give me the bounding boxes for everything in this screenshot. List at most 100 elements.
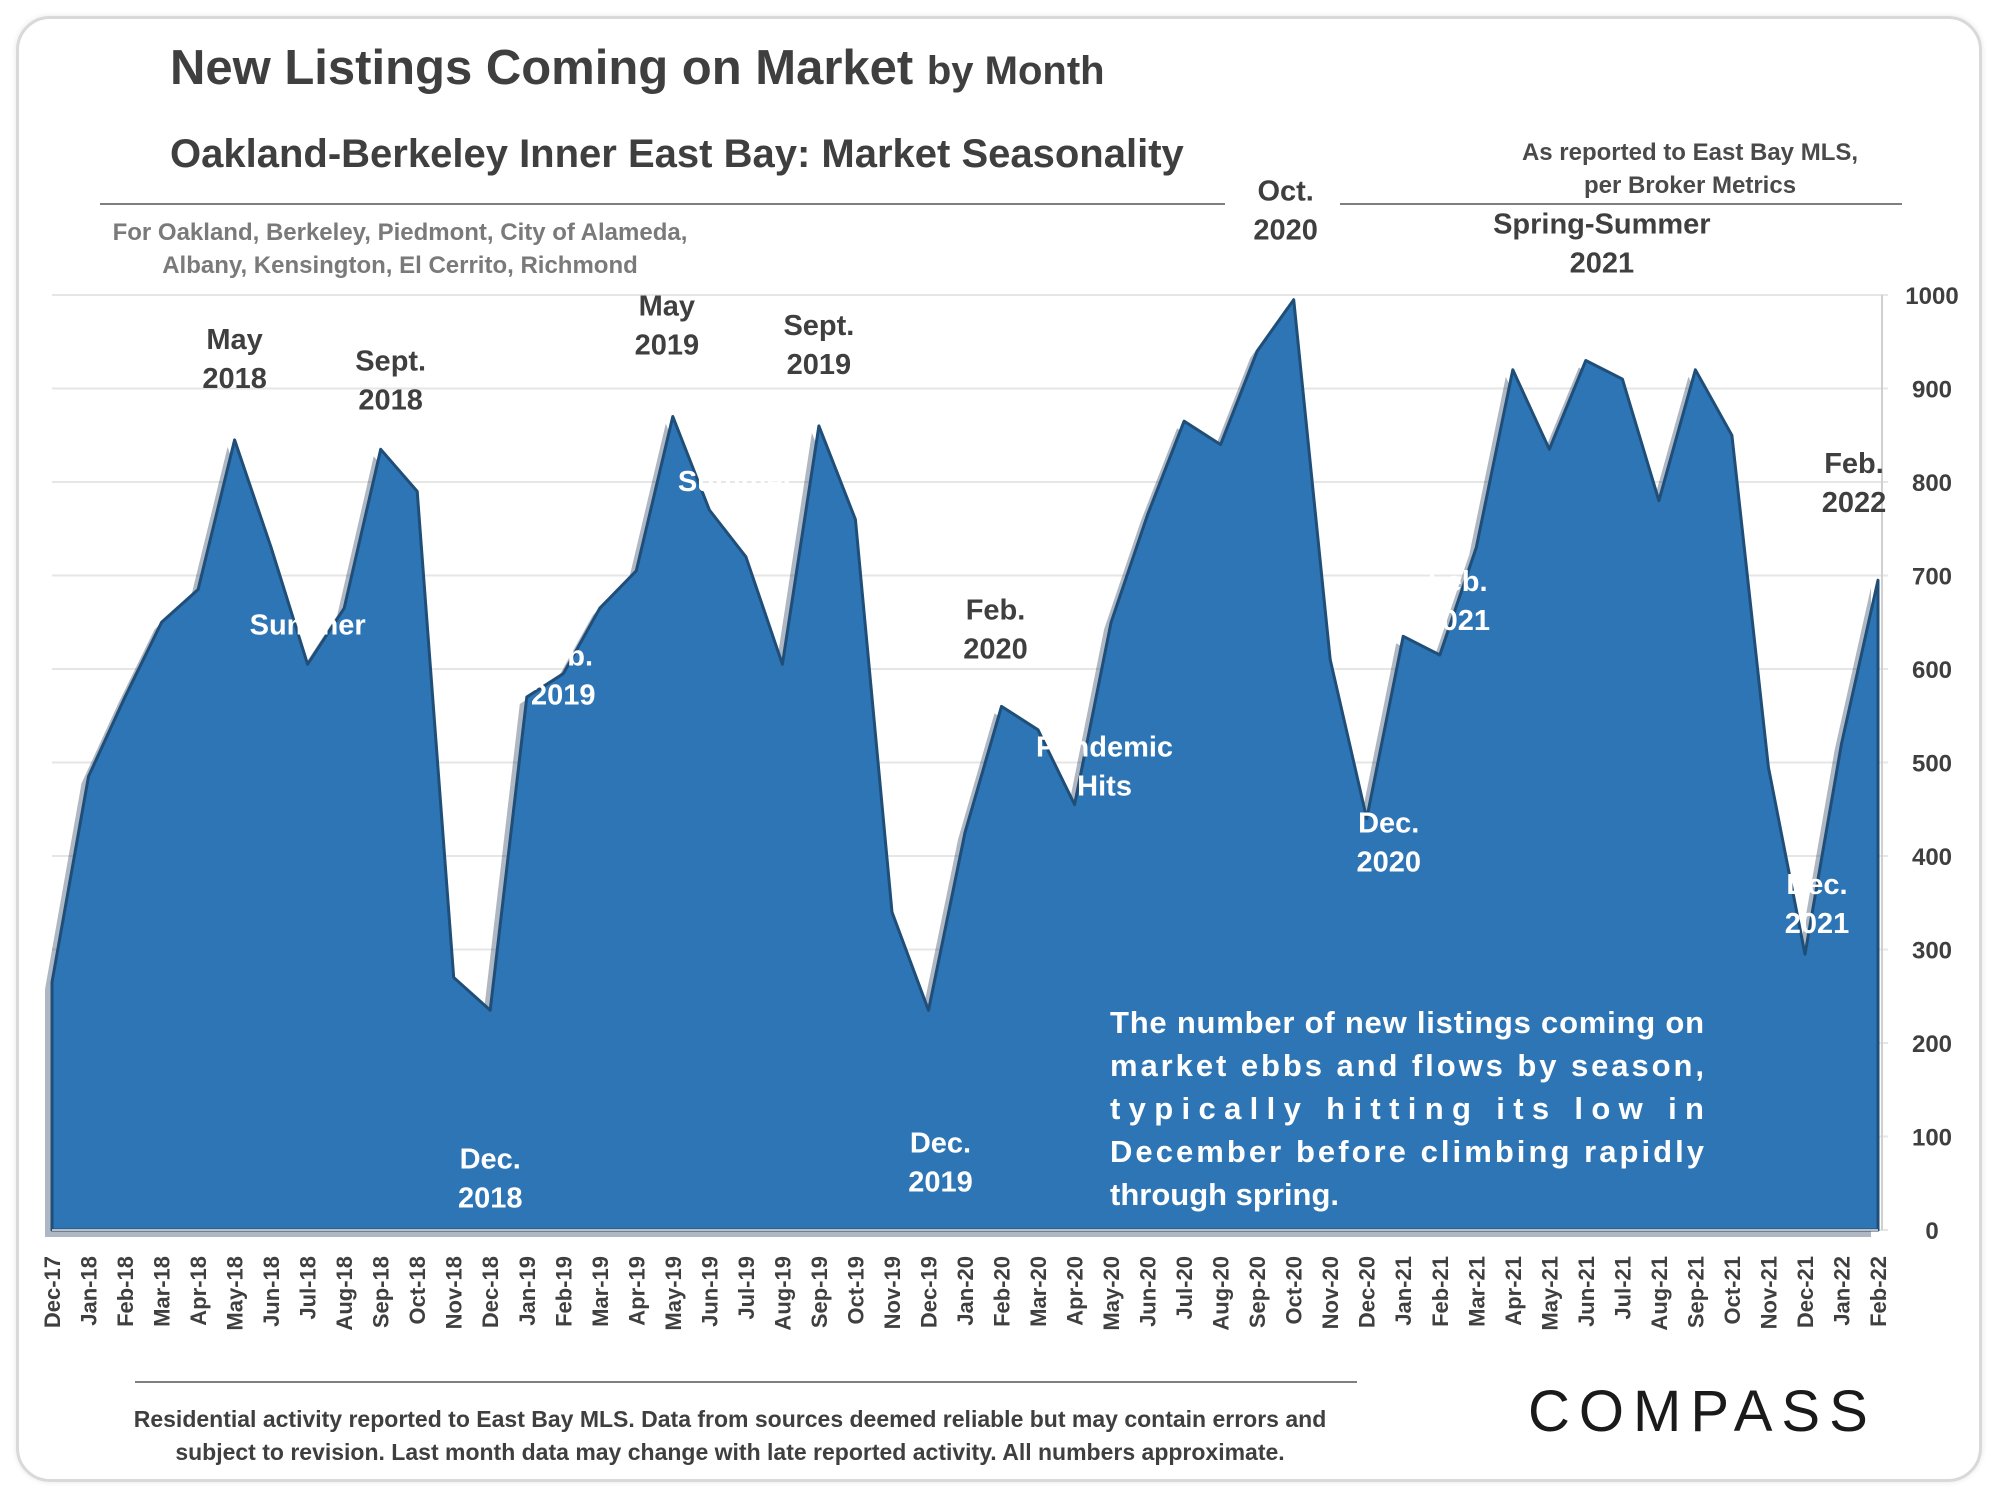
x-tick-label: Sep-18 — [369, 1256, 394, 1328]
x-tick-label: May-18 — [223, 1256, 248, 1331]
annotation-4: Feb. 2019 — [531, 641, 596, 712]
x-tick-label: Apr-18 — [186, 1256, 211, 1326]
y-tick-label: 800 — [1912, 470, 1952, 497]
chart-subtitle: Oakland-Berkeley Inner East Bay: Market … — [170, 132, 1184, 176]
annotation-line: Oct. — [1257, 176, 1313, 208]
x-tick-label: Sep-21 — [1683, 1256, 1708, 1328]
x-tick-label: Apr-21 — [1501, 1256, 1526, 1326]
x-tick-label: Feb-18 — [113, 1256, 138, 1327]
source-note: As reported to East Bay MLS, per Broker … — [1521, 139, 1859, 199]
annotation-line: 2018 — [358, 384, 423, 416]
annotation-11: Oct. 2020 — [1253, 176, 1318, 247]
callout-line: The number of new listings coming on — [1110, 1005, 1704, 1040]
callout-line: typically hitting its low in — [1110, 1091, 1704, 1126]
y-tick-label: 0 — [1925, 1218, 1938, 1245]
y-tick-label: 900 — [1912, 377, 1952, 404]
annotation-line: Summer — [250, 609, 366, 641]
x-tick-label: Jul-20 — [1172, 1256, 1197, 1320]
series-layer — [45, 298, 1880, 1237]
x-tick-label: Dec-20 — [1355, 1256, 1380, 1328]
y-tick-label: 600 — [1912, 657, 1952, 684]
x-tick-label: Jul-21 — [1610, 1256, 1635, 1320]
annotation-1: Sept. 2018 — [355, 345, 426, 416]
annotation-line: Pandemic — [1036, 732, 1173, 764]
x-tick-label: Nov-18 — [442, 1256, 467, 1329]
x-tick-label: Jan-18 — [77, 1256, 102, 1326]
annotation-line: 2021 — [1785, 908, 1850, 940]
y-tick-label: 300 — [1912, 938, 1952, 965]
annotation-line: 2021 — [1570, 247, 1635, 279]
x-tick-label: Dec-17 — [40, 1256, 65, 1328]
annotation-line: Dec. — [460, 1143, 521, 1175]
series-area — [50, 298, 1880, 1232]
callout-text: The number of new listings coming on mark… — [1110, 1005, 1705, 1212]
compass-logo: COMPASS — [1528, 1379, 1877, 1444]
x-tick-label: Nov-20 — [1318, 1256, 1343, 1329]
footer-rule — [135, 1381, 1357, 1383]
annotation-15: Dec. 2021 — [1785, 869, 1850, 940]
x-tick-label: Feb-22 — [1866, 1256, 1891, 1327]
annotation-line: 2020 — [963, 633, 1028, 665]
annotation-line: Dec. — [1358, 808, 1419, 840]
annotation-8: Dec. 2019 — [908, 1127, 973, 1198]
annotation-line: 2019 — [787, 349, 852, 381]
annotation-6: Sept. 2019 — [783, 310, 854, 381]
x-tick-label: Sep-19 — [807, 1256, 832, 1328]
y-tick-label: 200 — [1912, 1031, 1952, 1058]
annotation-10: Pandemic Hits — [1036, 732, 1173, 803]
x-tick-label: Aug-20 — [1209, 1256, 1234, 1331]
chart-title-suffix: by Month — [926, 49, 1105, 93]
x-tick-label: Mar-18 — [150, 1256, 175, 1327]
callout-line: market ebbs and flows by season, — [1110, 1048, 1704, 1083]
annotation-13: Feb. 2021 — [1426, 566, 1491, 637]
annotation-line: 2018 — [202, 363, 267, 395]
callout-line: through spring. — [1110, 1177, 1339, 1212]
annotation-line: 2021 — [1426, 605, 1491, 637]
annotation-line: 2022 — [1822, 487, 1887, 519]
x-tick-label: Jun-20 — [1136, 1256, 1161, 1327]
callout-layer: The number of new listings coming on mark… — [1110, 1005, 1705, 1212]
annotation-line: 2019 — [531, 680, 596, 712]
annotation-0: May 2018 — [202, 324, 267, 395]
annotation-line: Feb. — [1428, 566, 1488, 598]
y-tick-label: 500 — [1912, 751, 1952, 778]
annotation-line: 2019 — [635, 330, 700, 362]
x-tick-label: Jan-20 — [953, 1256, 978, 1326]
annotation-12: Dec. 2020 — [1356, 808, 1421, 879]
x-tick-label: Dec-19 — [916, 1256, 941, 1328]
x-tick-label: Apr-19 — [624, 1256, 649, 1326]
footer-note: Residential activity reported to East Ba… — [133, 1406, 1327, 1465]
annotation-7: Summer — [678, 466, 794, 498]
annotation-line: Feb. — [1824, 448, 1884, 480]
annotation-line: 2018 — [458, 1182, 523, 1214]
annotation-line: 2019 — [908, 1166, 973, 1198]
x-tick-label: Apr-20 — [1063, 1256, 1088, 1326]
x-tick-label: Jan-21 — [1391, 1256, 1416, 1326]
x-tick-label: Jul-18 — [296, 1256, 321, 1320]
x-tick-label: Jun-19 — [697, 1256, 722, 1327]
y-tick-label: 700 — [1912, 564, 1952, 591]
x-tick-label: Feb-19 — [551, 1256, 576, 1327]
annotation-line: 2020 — [1356, 847, 1421, 879]
x-tick-label: Jan-22 — [1829, 1256, 1854, 1326]
header-rule-left — [100, 203, 1225, 205]
annotation-16: Feb. 2022 — [1822, 448, 1887, 519]
y-axis: 0 100 200 300 400 500 600 700 800 900 1000 — [1881, 283, 1959, 1245]
x-tick-label: Mar-20 — [1026, 1256, 1051, 1327]
x-tick-label: May-20 — [1099, 1256, 1124, 1331]
y-tick-label: 100 — [1912, 1125, 1952, 1152]
x-tick-label: May-21 — [1537, 1256, 1562, 1331]
x-tick-label: Jul-19 — [734, 1256, 759, 1320]
x-tick-label: Dec-18 — [478, 1256, 503, 1328]
y-tick-label: 400 — [1912, 844, 1952, 871]
annotation-line: May — [639, 291, 695, 323]
x-tick-label: Oct-21 — [1720, 1256, 1745, 1324]
annotation-5: May 2019 — [635, 291, 700, 362]
x-tick-label: Aug-19 — [770, 1256, 795, 1331]
annotation-line: Summer — [678, 466, 794, 498]
annotation-3: Dec. 2018 — [458, 1143, 523, 1214]
annotation-14: Spring-Summer 2021 — [1493, 208, 1711, 279]
annotation-line: Hits — [1077, 771, 1132, 803]
